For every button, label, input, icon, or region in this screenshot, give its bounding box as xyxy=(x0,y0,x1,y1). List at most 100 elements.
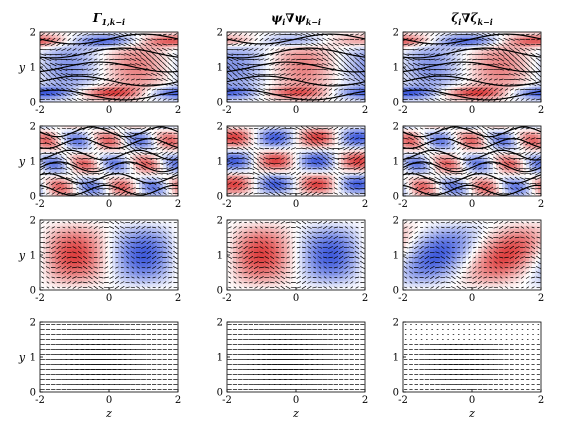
heatmap-cell xyxy=(433,96,437,100)
heatmap-cell xyxy=(49,158,53,162)
heatmap-cell xyxy=(508,34,512,39)
heatmap-cell xyxy=(43,181,47,185)
heatmap-cell xyxy=(61,193,65,196)
heatmap-cell xyxy=(115,40,119,44)
heatmap-cell xyxy=(94,128,98,133)
heatmap-cell xyxy=(91,152,95,156)
heatmap-cell xyxy=(460,99,464,102)
heatmap-cell xyxy=(409,84,413,88)
heatmap-cell xyxy=(103,166,107,171)
heatmap-cell xyxy=(233,46,237,50)
heatmap-cell xyxy=(130,43,134,47)
quiver-arrow xyxy=(483,68,488,71)
heatmap-cell xyxy=(472,34,476,39)
heatmap-cell xyxy=(145,69,149,74)
heatmap-cell xyxy=(445,75,449,79)
heatmap-cell xyxy=(335,64,339,68)
heatmap-cell xyxy=(106,46,110,50)
heatmap-cell xyxy=(403,84,407,88)
quiver-arrow xyxy=(444,98,452,101)
heatmap-cell xyxy=(502,43,506,47)
heatmap-cell xyxy=(248,61,252,65)
quiver-arrow xyxy=(56,98,61,101)
heatmap-cell xyxy=(260,96,264,100)
heatmap-cell xyxy=(145,78,149,82)
heatmap-cell xyxy=(529,58,533,62)
quiver-arrow xyxy=(242,48,249,51)
heatmap-cell xyxy=(359,37,363,42)
heatmap-cell xyxy=(109,84,113,88)
heatmap-cell xyxy=(362,87,365,91)
heatmap-cell xyxy=(118,78,122,82)
quiver-arrow xyxy=(87,33,94,36)
heatmap-cell xyxy=(275,43,279,47)
heatmap-cell xyxy=(406,34,410,39)
quiver-arrow xyxy=(503,57,510,62)
heatmap-cell xyxy=(356,75,360,79)
heatmap-cell xyxy=(61,37,65,42)
heatmap-cell xyxy=(109,90,113,94)
heatmap-cell xyxy=(85,175,89,179)
heatmap-cell xyxy=(94,34,98,39)
quiver-arrow xyxy=(428,77,436,82)
heatmap-cell xyxy=(133,93,137,97)
heatmap-cell xyxy=(103,43,107,47)
quiver-arrow xyxy=(259,53,264,56)
heatmap-cell xyxy=(439,46,443,50)
heatmap-cell xyxy=(272,64,276,68)
heatmap-cell xyxy=(266,64,270,68)
x-tick-label: 2 xyxy=(175,105,181,116)
heatmap-cell xyxy=(269,93,273,97)
heatmap-cell xyxy=(254,84,258,88)
heatmap-cell xyxy=(151,34,155,39)
heatmap-cell xyxy=(142,49,146,53)
heatmap-cell xyxy=(64,143,68,147)
heatmap-cell xyxy=(415,43,419,47)
heatmap-cell xyxy=(481,55,485,59)
heatmap-cell xyxy=(94,99,98,102)
heatmap-cell xyxy=(133,37,137,42)
quiver-arrow xyxy=(327,37,334,42)
heatmap-cell xyxy=(350,90,354,94)
heatmap-cell xyxy=(94,134,98,138)
heatmap-cell xyxy=(166,96,170,100)
heatmap-cell xyxy=(157,58,161,62)
heatmap-cell xyxy=(323,58,327,62)
heatmap-cell xyxy=(439,32,443,36)
heatmap-cell xyxy=(118,58,122,62)
heatmap-cell xyxy=(326,78,330,82)
heatmap-cell xyxy=(275,46,279,50)
heatmap-cell xyxy=(254,61,258,65)
heatmap-cell xyxy=(362,49,365,53)
heatmap-cell xyxy=(130,87,134,91)
heatmap-cell xyxy=(478,64,482,68)
heatmap-cell xyxy=(142,34,146,39)
heatmap-cell xyxy=(442,64,446,68)
heatmap-cell xyxy=(233,69,237,74)
streak-line xyxy=(403,33,541,45)
heatmap-cell xyxy=(73,155,77,159)
quiver-arrow xyxy=(161,47,168,52)
quiver-arrow xyxy=(499,88,504,91)
quiver-arrow xyxy=(285,68,291,71)
heatmap-cell xyxy=(475,93,479,97)
heatmap-cell xyxy=(326,87,330,91)
quiver-arrow xyxy=(140,73,147,76)
heatmap-cell xyxy=(112,43,116,47)
heatmap-cell xyxy=(169,96,173,100)
heatmap-cell xyxy=(296,43,300,47)
heatmap-cell xyxy=(76,146,80,150)
heatmap-cell xyxy=(70,84,74,88)
heatmap-cell xyxy=(148,90,152,94)
quiver-arrow xyxy=(88,48,93,51)
heatmap-cell xyxy=(481,37,485,42)
heatmap-cell xyxy=(82,99,86,102)
heatmap-cell xyxy=(460,40,464,44)
heatmap-cell xyxy=(91,37,95,42)
heatmap-cell xyxy=(341,67,345,71)
heatmap-cell xyxy=(242,78,246,82)
heatmap-cell xyxy=(496,46,500,50)
heatmap-cell xyxy=(350,75,354,79)
quiver-arrow xyxy=(279,73,286,76)
heatmap-cell xyxy=(172,78,176,82)
